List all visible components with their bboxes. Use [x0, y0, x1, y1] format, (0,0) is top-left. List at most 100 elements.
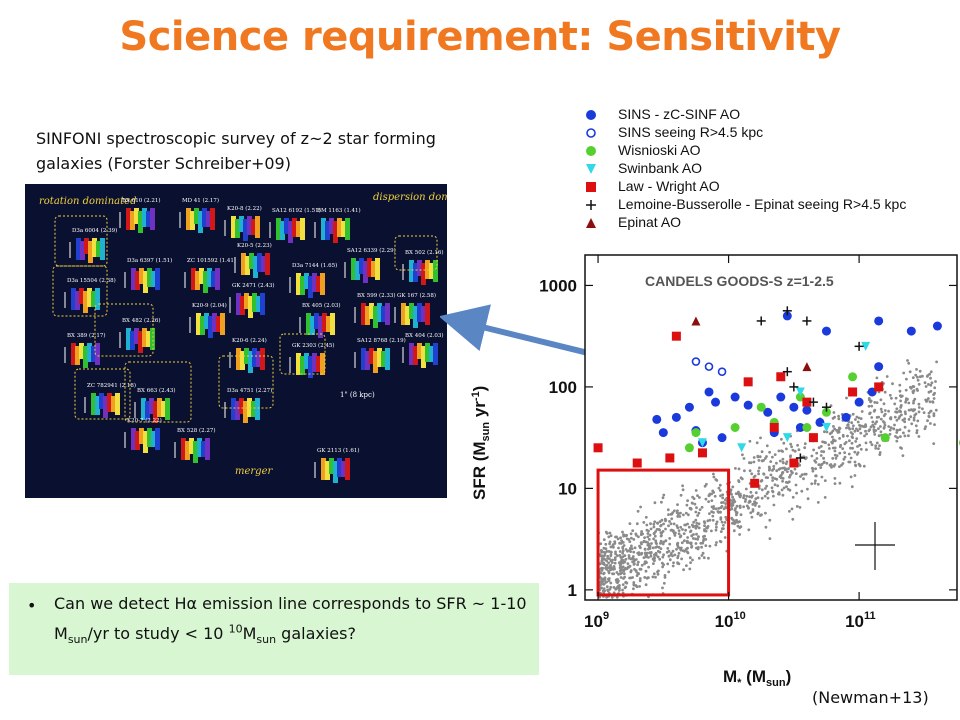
series-group	[691, 357, 727, 376]
candels-point	[912, 416, 916, 420]
candels-point	[798, 506, 802, 509]
candels-point	[602, 587, 606, 591]
candels-point	[853, 460, 857, 464]
candels-point	[836, 431, 840, 434]
candels-point	[841, 447, 845, 450]
data-point	[782, 367, 792, 377]
candels-point	[694, 489, 698, 492]
candels-point	[682, 568, 685, 572]
candels-point	[690, 523, 694, 527]
candels-point	[619, 576, 623, 579]
candels-point	[657, 528, 661, 531]
rotation-dominated-label: rotation dominated	[39, 196, 136, 207]
candels-point	[832, 411, 836, 414]
candels-point	[756, 496, 760, 500]
candels-point	[716, 510, 720, 513]
candels-point	[810, 482, 814, 486]
candels-point	[752, 475, 756, 479]
candels-point	[772, 464, 776, 468]
candels-point	[781, 457, 785, 461]
candels-point	[771, 479, 774, 482]
candels-point	[819, 445, 823, 448]
candels-point	[688, 567, 692, 571]
candels-point	[748, 469, 752, 473]
legend-item: Epinat AO	[580, 214, 960, 232]
candels-point	[855, 437, 859, 440]
candels-point	[610, 596, 614, 599]
candels-point	[850, 441, 854, 445]
candels-point	[819, 466, 823, 469]
candels-point	[927, 383, 930, 386]
candels-point	[820, 450, 823, 453]
candels-point	[714, 507, 718, 511]
candels-point	[795, 505, 799, 508]
candels-point	[935, 360, 938, 364]
candels-point	[845, 426, 848, 430]
candels-point	[793, 449, 797, 453]
candels-point	[652, 562, 655, 565]
candels-point	[877, 447, 880, 450]
data-point	[848, 372, 858, 382]
candels-point	[613, 567, 616, 571]
candels-point	[748, 495, 751, 498]
candels-point	[795, 491, 798, 495]
candels-point	[932, 412, 936, 416]
galaxy-map: K20-9 (2.04)	[189, 302, 227, 338]
candels-point	[678, 535, 682, 538]
candels-point	[655, 542, 658, 545]
candels-point	[851, 427, 855, 431]
candels-point	[658, 520, 662, 524]
candels-point	[891, 382, 894, 386]
candels-point	[702, 556, 706, 560]
candels-point	[833, 463, 837, 466]
candels-point	[607, 535, 611, 539]
legend-item: Lemoine-Busserolle - Epinat seeing R>4.5…	[580, 196, 960, 214]
candels-point	[750, 472, 754, 476]
candels-point	[837, 414, 840, 418]
candels-point	[659, 547, 663, 550]
candels-point	[831, 417, 835, 420]
candels-point	[599, 542, 603, 546]
candels-point	[600, 577, 604, 581]
candels-point	[724, 502, 728, 505]
candels-point	[711, 514, 715, 518]
candels-point	[652, 532, 656, 535]
candels-point	[914, 412, 918, 416]
candels-point	[663, 574, 667, 577]
candels-point	[811, 469, 815, 473]
candels-point	[790, 471, 794, 475]
candels-point	[837, 428, 841, 432]
candels-point	[752, 460, 756, 464]
candels-point	[614, 550, 617, 554]
candels-point	[687, 513, 690, 517]
candels-point	[731, 495, 734, 499]
candels-point	[704, 538, 708, 541]
galaxy-label: ZC 101592 (1.41)	[187, 257, 236, 264]
candels-point	[695, 506, 698, 510]
candels-point	[748, 439, 752, 443]
candels-point	[642, 521, 646, 524]
candels-point	[710, 529, 713, 533]
candels-point	[898, 428, 902, 431]
candels-point	[631, 555, 635, 558]
candels-point	[929, 422, 932, 425]
galaxy-label: K20-6 (2.24)	[232, 337, 267, 344]
candels-point	[694, 524, 698, 528]
data-point	[789, 458, 799, 468]
candels-point	[677, 529, 681, 532]
candels-point	[662, 522, 665, 526]
candels-point	[737, 490, 740, 494]
galaxy-map: GK 2113 (1.61)	[314, 447, 360, 483]
candels-point	[608, 540, 612, 544]
candels-point	[824, 441, 827, 445]
candels-point	[659, 524, 662, 528]
candels-point	[688, 507, 692, 510]
candels-point	[883, 423, 887, 427]
candels-point	[925, 375, 929, 378]
data-point	[776, 392, 786, 402]
data-point	[782, 306, 792, 316]
galaxy-map: BX 405 (2.03)	[299, 302, 341, 338]
candels-point	[613, 558, 617, 562]
candels-point	[890, 396, 893, 400]
legend-marker-icon	[586, 128, 596, 138]
